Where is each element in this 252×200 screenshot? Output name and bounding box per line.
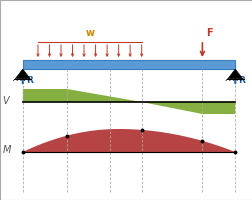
Polygon shape [23,89,141,102]
Text: V: V [3,96,9,106]
Polygon shape [15,69,30,79]
Bar [23,60,234,69]
Polygon shape [141,102,234,114]
Polygon shape [227,69,242,79]
Text: R: R [26,76,33,85]
Text: R: R [237,76,244,85]
Text: M: M [3,145,11,155]
Text: F: F [205,28,212,38]
Polygon shape [23,129,234,152]
Text: w: w [85,28,94,38]
